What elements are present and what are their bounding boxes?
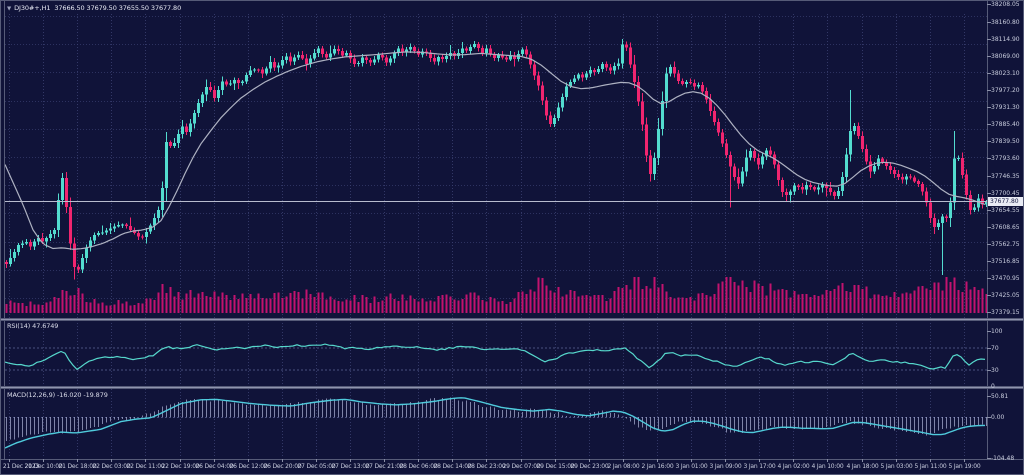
time-axis-label: 5 Jan 11:00 (914, 463, 947, 470)
time-axis-label: 27 Dec 21:00 (365, 463, 404, 470)
rsi-scale-label: 70 (991, 345, 999, 352)
time-axis-label: 4 Jan 18:00 (846, 463, 879, 470)
time-axis-label: 27 Dec 13:00 (331, 463, 370, 470)
symbol-period-label: DJ30#+,H1 (14, 4, 51, 12)
time-axis-label: 29 Dec 07:00 (502, 463, 541, 470)
time-axis-label: 4 Jan 02:00 (777, 463, 810, 470)
time-axis-label: 29 Dec 15:00 (536, 463, 575, 470)
price-axis-label: 37562.75 (991, 241, 1020, 248)
pane-separator-rsi-macd[interactable] (1, 386, 1023, 389)
price-axis-label: 38208.05 (991, 1, 1020, 8)
ohlc-values: 37666.50 37679.50 37655.50 37677.80 (54, 4, 182, 12)
time-axis-label: 22 Dec 11:00 (126, 463, 165, 470)
time-axis-label: 22 Dec 03:00 (92, 463, 131, 470)
time-axis-label: 5 Jan 19:00 (948, 463, 981, 470)
rsi-scale-label: 30 (991, 367, 999, 374)
time-axis-label: 28 Dec 06:00 (399, 463, 438, 470)
rsi-scale-label: 100 (991, 328, 1003, 335)
price-axis-label: 37516.85 (991, 258, 1020, 265)
pane-separator-main-rsi[interactable] (1, 318, 1023, 321)
price-axis-label: 37608.65 (991, 224, 1020, 231)
time-axis-label: 4 Jan 10:00 (811, 463, 844, 470)
dropdown-arrow-icon[interactable]: ▼ (7, 6, 12, 12)
price-axis-label: 38069.00 (991, 53, 1020, 60)
rsi-scale-label: 0 (991, 383, 995, 390)
time-axis-label: 26 Dec 04:00 (195, 463, 234, 470)
time-axis-label: 28 Dec 23:00 (467, 463, 506, 470)
price-axis-label: 37470.95 (991, 275, 1020, 282)
time-axis-label: 3 Jan 17:00 (743, 463, 776, 470)
time-axis-label: 28 Dec 14:00 (433, 463, 472, 470)
price-axis-label: 38023.10 (991, 70, 1020, 77)
time-axis-label: 29 Dec 23:00 (570, 463, 609, 470)
price-axis-label: 37977.20 (991, 87, 1020, 94)
macd-scale-label: 50.81 (991, 393, 1009, 400)
time-axis-label: 27 Dec 05:00 (297, 463, 336, 470)
price-axis-label: 37425.05 (991, 292, 1020, 299)
price-axis-label: 37654.55 (991, 207, 1020, 214)
time-axis-label: 26 Dec 20:00 (263, 463, 302, 470)
price-axis-label: 37793.60 (991, 155, 1020, 162)
time-axis-label: 26 Dec 12:00 (229, 463, 268, 470)
price-axis-label: 37931.30 (991, 104, 1020, 111)
time-axis-label: 21 Dec 10:00 (24, 463, 63, 470)
time-axis-label: 5 Jan 03:00 (880, 463, 913, 470)
time-axis-label: 3 Jan 01:00 (675, 463, 708, 470)
window-left-border (4, 1, 5, 459)
time-axis-label: 22 Dec 19:00 (161, 463, 200, 470)
price-axis-label: 37379.15 (991, 309, 1020, 316)
current-price-tag: 37677.80 (988, 196, 1023, 206)
macd-scale-label: 0.00 (991, 414, 1005, 421)
time-axis-label: 21 Dec 2023 (2, 463, 40, 470)
macd-indicator-label: MACD(12,26,9) -16.020 -19.879 (7, 391, 108, 399)
time-axis-label: 2 Jan 16:00 (641, 463, 674, 470)
chart-title: ▼ DJ30#+,H1 37666.50 37679.50 37655.50 37… (7, 4, 181, 12)
macd-scale-label: -104.48 (991, 455, 1015, 462)
price-axis-label: 37700.45 (991, 190, 1020, 197)
price-axis-label: 38114.90 (991, 36, 1020, 43)
time-axis-label: 21 Dec 18:00 (58, 463, 97, 470)
price-axis-label: 37885.40 (991, 121, 1020, 128)
rsi-indicator-label: RSI(14) 47.6749 (7, 322, 59, 330)
price-axis-label: 37839.50 (991, 138, 1020, 145)
price-axis-label: 38160.80 (991, 19, 1020, 26)
time-axis-label: 3 Jan 09:00 (709, 463, 742, 470)
price-axis-label: 37746.35 (991, 173, 1020, 180)
time-axis-label: 2 Jan 08:00 (607, 463, 640, 470)
